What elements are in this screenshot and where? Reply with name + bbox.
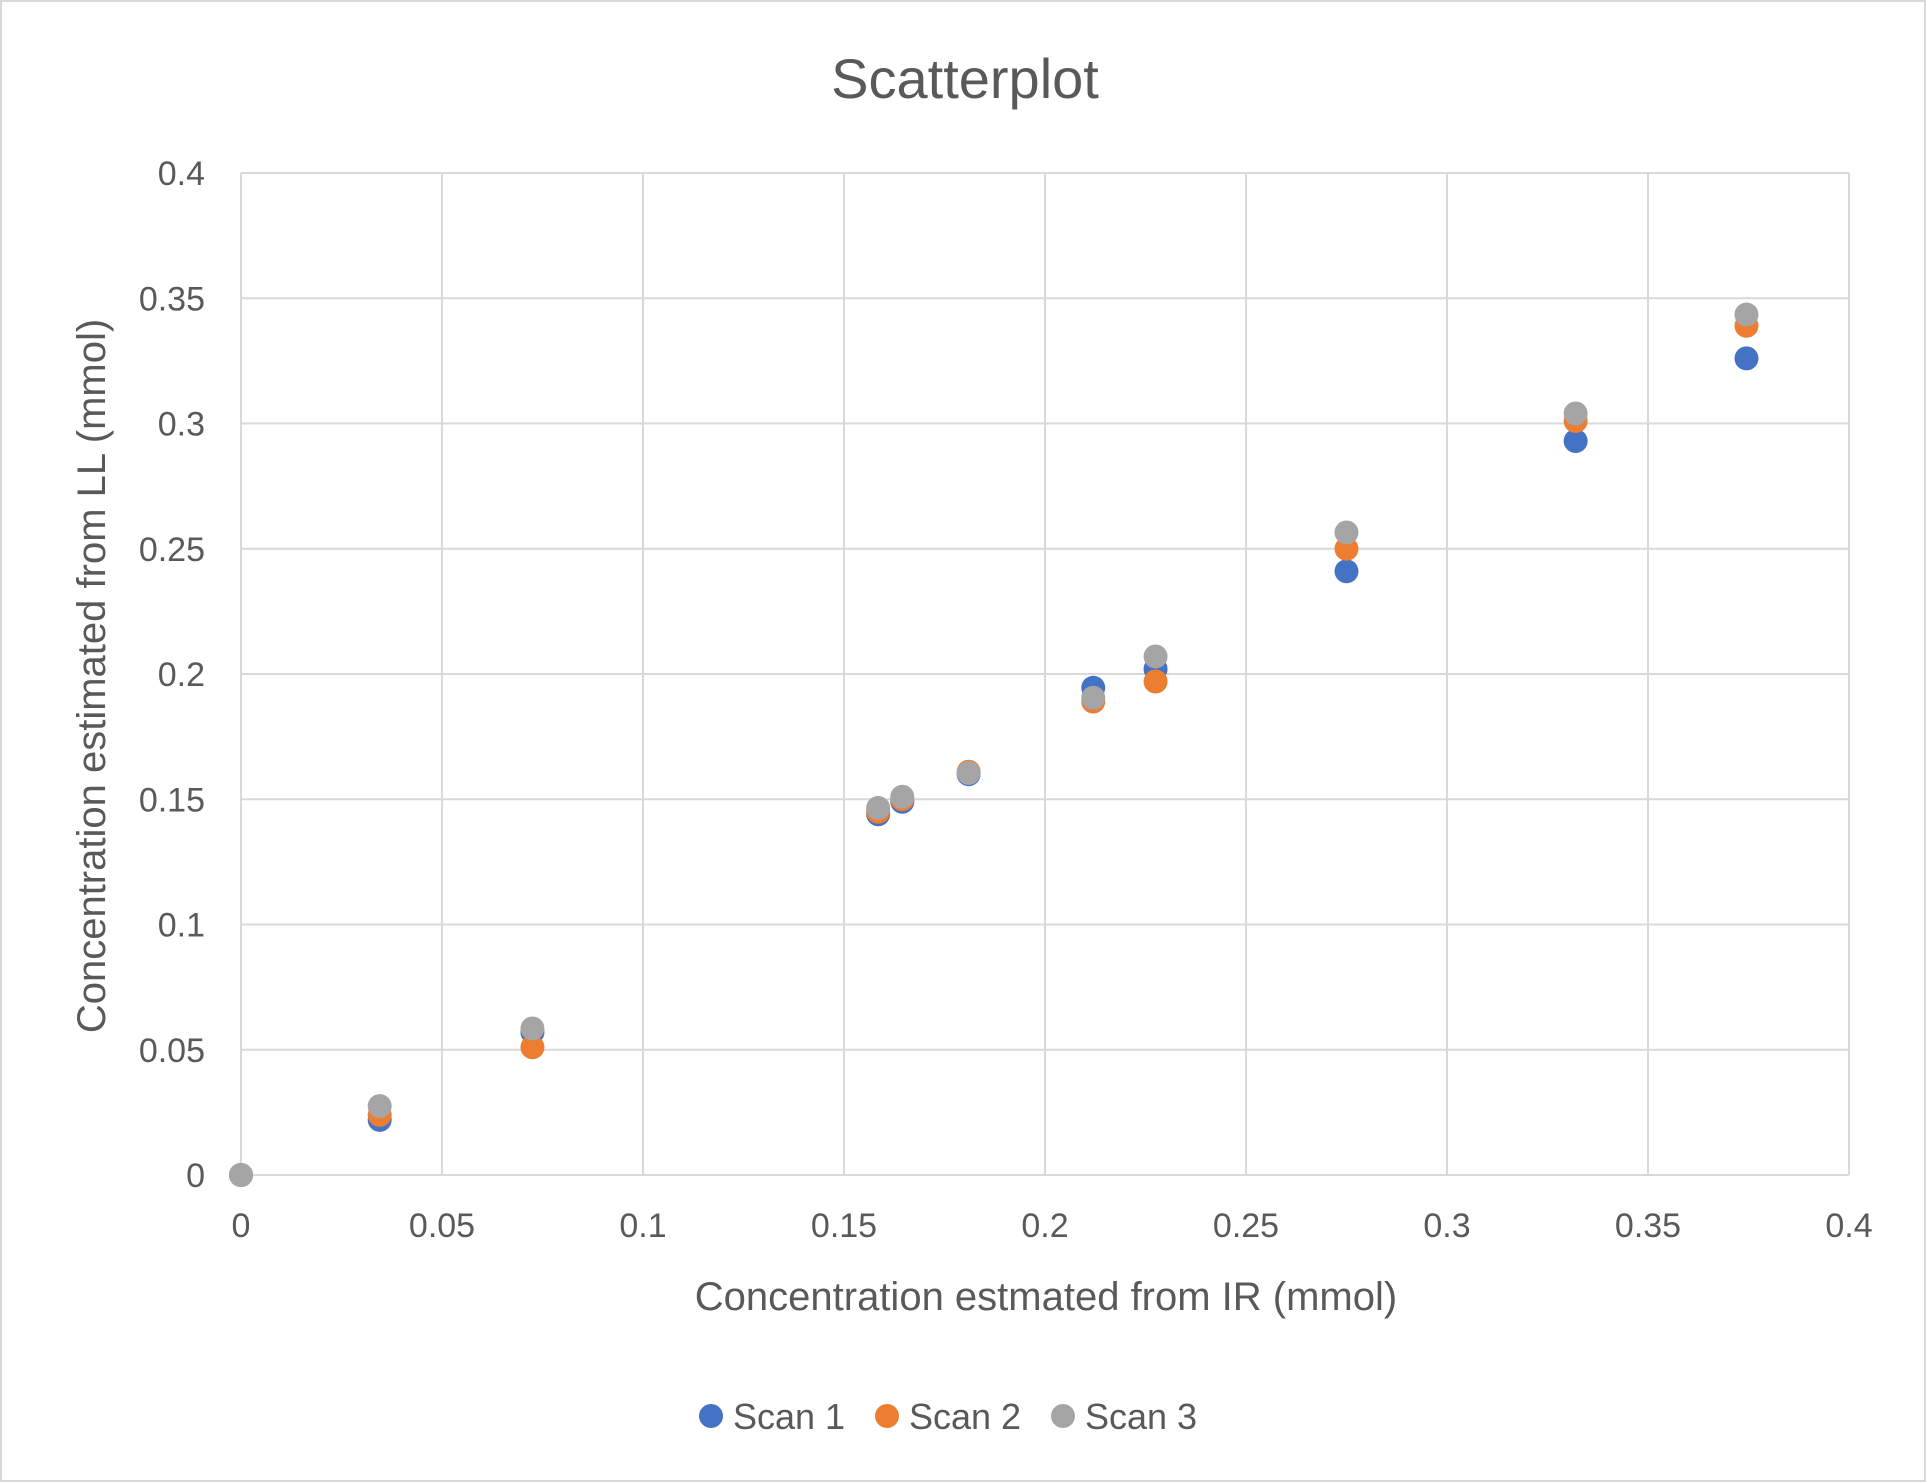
x-axis-title: Concentration estmated from IR (mmol) (695, 1275, 1397, 1319)
data-point-scan-3 (956, 760, 981, 785)
data-point-scan-3 (1563, 401, 1588, 426)
chart-title: Scatterplot (831, 47, 1099, 110)
x-tick-label: 0.1 (619, 1207, 666, 1245)
x-tick-label: 0.25 (1213, 1207, 1279, 1245)
y-tick-label: 0.35 (139, 280, 205, 318)
data-point-scan-3 (1081, 685, 1106, 710)
data-point-scan-1 (1734, 346, 1759, 371)
x-tick-label: 0.3 (1423, 1207, 1470, 1245)
data-point-scan-3 (520, 1016, 545, 1041)
x-tick-label: 0.4 (1825, 1207, 1872, 1245)
legend-marker-scan-3 (1051, 1404, 1075, 1428)
y-tick-label: 0.1 (158, 907, 205, 945)
legend: Scan 1 Scan 2 Scan 3 (699, 1396, 1197, 1437)
data-point-scan-3 (890, 784, 915, 809)
legend-marker-scan-1 (699, 1404, 723, 1428)
data-point-scan-1 (1563, 429, 1588, 454)
data-point-scan-3 (866, 796, 891, 821)
y-tick-label: 0.25 (139, 531, 205, 569)
data-point-scan-3 (1734, 302, 1759, 327)
tick-labels: 0 0.05 0.1 0.15 0.2 0.25 0.3 0.35 0.4 0 0.05 0.1 0.1… (139, 155, 1873, 1245)
data-point-scan-3 (229, 1163, 253, 1187)
grid-lines (240, 172, 1850, 1176)
legend-label-scan-2: Scan 2 (909, 1396, 1021, 1437)
x-tick-label: 0.15 (811, 1207, 877, 1245)
data-point-scan-3 (1143, 644, 1168, 669)
y-tick-label: 0.05 (139, 1032, 205, 1070)
legend-marker-scan-2 (875, 1404, 899, 1428)
x-tick-label: 0 (232, 1207, 251, 1245)
data-point-scan-1 (1334, 559, 1359, 584)
x-tick-label: 0.35 (1615, 1207, 1681, 1245)
y-tick-label: 0 (186, 1157, 205, 1195)
x-tick-label: 0.2 (1021, 1207, 1068, 1245)
data-point-scan-2 (1143, 669, 1168, 694)
y-axis-title: Concentration estimated from LL (mmol) (70, 319, 114, 1033)
legend-label-scan-1: Scan 1 (733, 1396, 845, 1437)
data-points (229, 302, 1759, 1187)
y-tick-label: 0.3 (158, 406, 205, 444)
y-tick-label: 0.2 (158, 656, 205, 694)
y-tick-label: 0.4 (158, 155, 205, 193)
data-point-scan-3 (367, 1094, 392, 1119)
data-point-scan-3 (1334, 520, 1359, 545)
legend-label-scan-3: Scan 3 (1085, 1396, 1197, 1437)
x-tick-label: 0.05 (409, 1207, 475, 1245)
y-tick-label: 0.15 (139, 781, 205, 819)
data-point-scan-2 (520, 1035, 545, 1060)
